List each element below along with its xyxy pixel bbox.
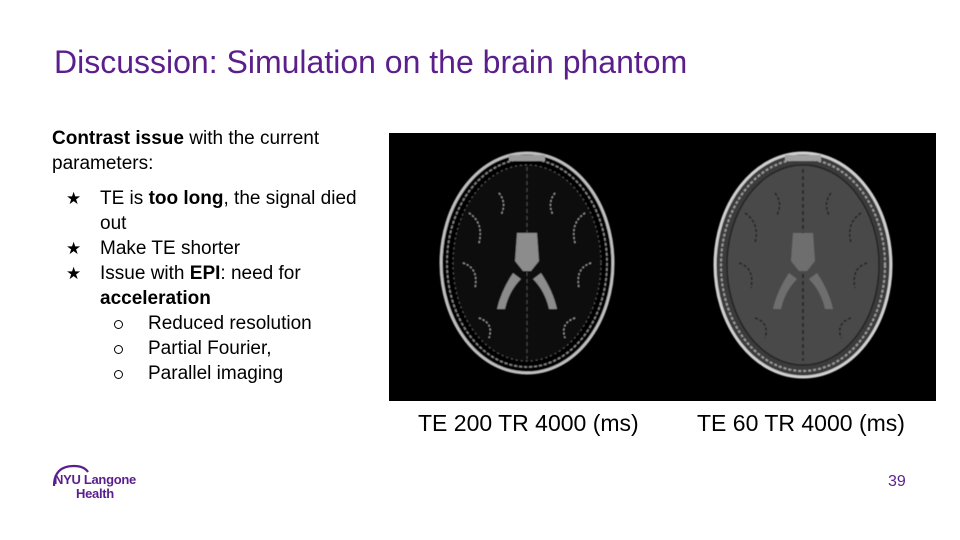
brain-te200-image (439, 151, 615, 375)
nyu-langone-logo: NYU Langone Health (50, 462, 140, 509)
sub-bullet-list: Reduced resolution Partial Fourier, Para… (100, 311, 372, 386)
bullet-bold: EPI (189, 263, 221, 284)
circle-bullet-icon (114, 370, 123, 379)
bullet-text: : need for (220, 263, 301, 284)
star-icon: ★ (66, 264, 82, 283)
star-icon: ★ (66, 239, 82, 258)
sub-bullet-item: Reduced resolution (100, 311, 372, 336)
circle-bullet-icon (114, 345, 123, 354)
sub-bullet-item: Partial Fourier, (100, 336, 372, 361)
bullet-text: Issue with (100, 263, 190, 284)
sub-bullet-text: Parallel imaging (148, 363, 284, 384)
slide-title: Discussion: Simulation on the brain phan… (54, 44, 688, 80)
bullet-text: TE is (100, 188, 149, 209)
caption-te200: TE 200 TR 4000 (ms) (418, 410, 639, 436)
intro-bold: Contrast issue (52, 128, 184, 149)
brain-te60-image (713, 151, 893, 379)
logo-arc-icon (52, 464, 89, 487)
logo-line1: NYU Langone (54, 472, 136, 487)
page-number: 39 (888, 473, 906, 490)
brain-phantom-images (439, 151, 893, 379)
bullet-bold: acceleration (100, 288, 211, 309)
mri-comparison-image (389, 133, 936, 401)
sub-bullet-text: Partial Fourier, (148, 338, 272, 359)
bullet-bold: too long (148, 188, 224, 209)
discussion-text: Contrast issue with the current paramete… (52, 126, 372, 386)
bullet-item: ★ Make TE shorter (52, 236, 372, 261)
bullet-item: ★ TE is too long, the signal died out (52, 186, 372, 236)
sub-bullet-item: Parallel imaging (100, 361, 372, 386)
bullet-item: ★ Issue with EPI: need for acceleration R… (52, 261, 372, 386)
circle-bullet-icon (114, 320, 123, 329)
bullet-list: ★ TE is too long, the signal died out ★ Ma… (52, 186, 372, 386)
star-icon: ★ (66, 189, 82, 208)
sub-bullet-text: Reduced resolution (148, 313, 312, 334)
intro-paragraph: Contrast issue with the current paramete… (52, 126, 372, 176)
bullet-text: Make TE shorter (100, 238, 241, 259)
intro-rest: with the current parameters: (52, 128, 320, 174)
logo-line2: Health (76, 486, 114, 501)
bullet-text: , the signal died out (100, 188, 357, 234)
caption-te60: TE 60 TR 4000 (ms) (697, 410, 905, 436)
